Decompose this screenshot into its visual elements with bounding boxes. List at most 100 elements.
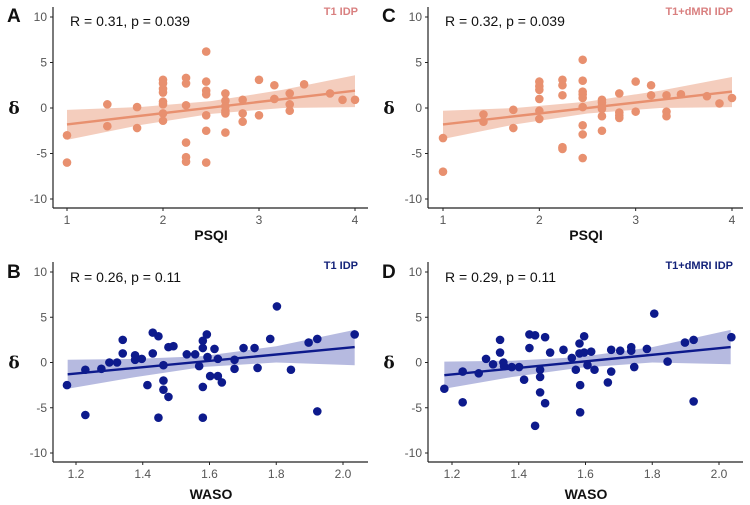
data-point — [578, 55, 587, 65]
data-point — [254, 75, 264, 85]
data-point — [158, 116, 168, 126]
data-point — [535, 365, 545, 375]
data-point — [350, 95, 360, 105]
confidence-band — [444, 329, 731, 389]
x-tick-label: 2 — [160, 213, 167, 227]
x-tick-label: 1.6 — [577, 467, 594, 481]
y-tick-label: 5 — [415, 56, 422, 70]
data-point — [203, 352, 212, 362]
data-point — [198, 336, 208, 346]
data-point — [130, 355, 140, 365]
data-point — [481, 354, 491, 364]
data-point — [238, 109, 247, 118]
data-point — [727, 332, 736, 342]
data-point — [579, 331, 589, 341]
data-point — [285, 106, 295, 116]
data-point — [239, 343, 248, 353]
data-point — [578, 153, 587, 163]
x-tick-label: 1.6 — [201, 467, 218, 481]
data-point — [132, 102, 142, 112]
data-point — [304, 338, 313, 347]
data-point — [535, 85, 544, 95]
data-point — [525, 343, 534, 353]
data-point — [201, 77, 211, 86]
data-point — [545, 348, 555, 357]
y-tick-label: 0 — [415, 356, 422, 370]
y-tick-label: 10 — [34, 265, 48, 279]
x-tick-label: 1 — [64, 213, 71, 227]
data-point — [62, 131, 72, 140]
regression-line — [442, 90, 733, 126]
data-point — [272, 302, 282, 311]
y-tick-label: -5 — [411, 147, 422, 161]
data-point — [631, 77, 640, 86]
data-point — [438, 133, 448, 143]
data-point — [181, 100, 191, 110]
data-point — [649, 309, 659, 318]
y-tick-label: 10 — [409, 265, 423, 279]
data-point — [614, 89, 624, 98]
y-tick-label: 0 — [415, 101, 422, 115]
data-point — [198, 382, 208, 392]
data-point — [727, 93, 737, 103]
panel-letter: B — [7, 262, 21, 283]
y-tick-label: -5 — [36, 147, 47, 161]
data-point — [265, 334, 275, 344]
panel-letter: A — [7, 6, 21, 27]
data-point — [535, 388, 545, 397]
y-tick-label: -10 — [405, 192, 423, 206]
data-point — [458, 398, 467, 407]
data-point — [626, 346, 636, 356]
data-point — [495, 348, 505, 357]
y-tick-label: -10 — [30, 192, 48, 206]
y-tick-label: -10 — [405, 446, 423, 460]
y-tick-label: 0 — [40, 101, 47, 115]
data-point — [137, 354, 147, 364]
data-point — [238, 117, 247, 126]
data-point — [201, 47, 211, 56]
data-point — [575, 380, 585, 390]
data-point — [578, 76, 587, 85]
data-point — [495, 335, 505, 345]
x-axis-label: WASO — [190, 486, 233, 502]
data-point — [254, 110, 264, 120]
data-point — [646, 80, 656, 90]
data-point — [509, 105, 518, 115]
y-tick-label: 10 — [409, 10, 423, 24]
data-point — [198, 343, 208, 353]
x-tick-label: 1.4 — [510, 467, 527, 481]
data-point — [148, 349, 158, 358]
data-point — [205, 371, 215, 381]
data-point — [615, 346, 625, 356]
data-point — [440, 384, 449, 394]
x-tick-label: 1 — [440, 213, 447, 227]
panel-tag: T1+dMRI IDP — [665, 6, 733, 18]
x-tick-label: 1.2 — [444, 467, 461, 481]
data-point — [253, 363, 262, 373]
data-point — [530, 421, 540, 431]
panel-letter: D — [382, 262, 396, 283]
data-point — [575, 407, 585, 417]
data-point — [558, 144, 567, 154]
data-point — [571, 365, 581, 375]
panel-letter: C — [382, 6, 396, 27]
y-tick-label: 5 — [40, 56, 47, 70]
data-point — [662, 111, 671, 121]
data-point — [158, 88, 168, 97]
data-point — [164, 392, 173, 402]
data-point — [631, 107, 640, 116]
regression-line — [67, 345, 355, 376]
correlation-annotation: R = 0.29, p = 0.11 — [445, 269, 556, 285]
data-point — [154, 331, 163, 341]
data-point — [715, 99, 724, 108]
y-tick-label: -10 — [30, 446, 48, 460]
y-tick-label: 0 — [40, 356, 47, 370]
data-point — [606, 367, 616, 376]
data-point — [519, 375, 529, 384]
data-point — [182, 350, 192, 359]
confidence-band — [67, 329, 355, 389]
data-point — [62, 380, 72, 390]
data-point — [238, 95, 247, 105]
y-axis-label: δ — [8, 354, 19, 374]
x-tick-label: 3 — [256, 213, 263, 227]
